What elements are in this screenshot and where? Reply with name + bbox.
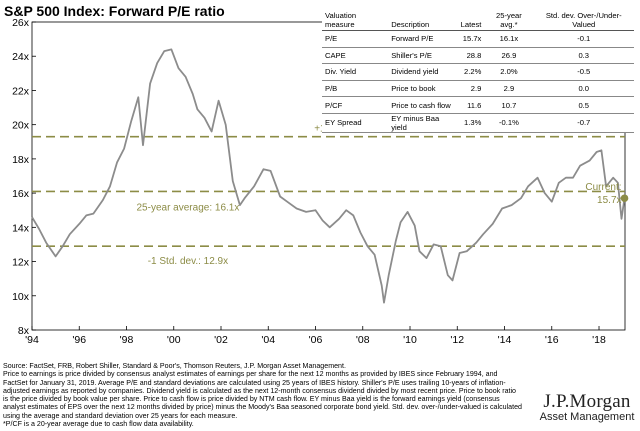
series-group [31, 48, 626, 304]
col-header: 25-year avg.* [484, 4, 534, 31]
cell: 0.3 [533, 47, 634, 65]
table-row: P/CF Price to cash flow 11.6 10.7 0.5 [322, 96, 634, 114]
cell: 2.2% [457, 63, 485, 81]
x-tick-label: '94 [25, 334, 39, 346]
jpmorgan-logo: J.P.Morgan Asset Management [535, 391, 639, 423]
table-row: EY Spread EY minus Baa yield 1.3% -0.1% … [322, 113, 634, 133]
footnote-asterisk: *P/CF is a 20-year average due to cash f… [3, 420, 194, 429]
x-tick-label: '18 [592, 334, 606, 346]
valuation-table: Valuation measure Description Latest 25-… [322, 4, 634, 133]
cell: EY Spread [322, 113, 389, 133]
cell: 11.6 [457, 96, 485, 114]
cell: -0.1 [533, 30, 634, 48]
x-axis: '94 '96 '98 '00 '02 '04 '06 '08 '10 '12 '14 '16 '18 [25, 326, 606, 346]
chart-title: S&P 500 Index: Forward P/E ratio [4, 3, 225, 19]
cell: 1.3% [457, 113, 485, 133]
x-tick-label: '06 [309, 334, 323, 346]
table-row: P/B Price to book 2.9 2.9 0.0 [322, 80, 634, 98]
cell: Div. Yield [322, 63, 389, 81]
cell: -0.5 [533, 63, 634, 81]
y-tick-label: 18x [12, 154, 30, 166]
y-tick-label: 16x [12, 188, 30, 200]
current-value-label: 15.7x [597, 195, 621, 206]
current-marker-group: Current: 15.7x [585, 182, 629, 206]
y-tick-label: 8x [18, 325, 30, 337]
cell: 2.0% [484, 63, 534, 81]
brand-name: J.P.Morgan [543, 391, 631, 412]
y-tick-label: 10x [12, 291, 30, 303]
y-tick-label: 12x [12, 257, 30, 269]
footnote: Source: FactSet, FRB, Robert Shiller, St… [3, 362, 523, 428]
x-tick-label: '04 [261, 334, 275, 346]
y-axis: 8x 10x 12x 14x 16x 18x 20x 22x 24x 26x [12, 17, 36, 337]
reference-lines: +1 Std. dev.: 19.3x25-year average: 16.1… [32, 124, 625, 267]
table-row: P/E Forward P/E 15.7x 16.1x -0.1 [322, 30, 634, 48]
cell: Shiller's P/E [388, 47, 458, 65]
cell: Forward P/E [388, 30, 458, 48]
cell: -0.1% [484, 113, 534, 133]
cell: 10.7 [484, 96, 534, 114]
cell: 28.8 [457, 47, 485, 65]
table-row: CAPE Shiller's P/E 28.8 26.9 0.3 [322, 47, 634, 65]
col-header: Latest [457, 4, 485, 31]
cell: P/E [322, 30, 389, 48]
x-tick-label: '14 [498, 334, 512, 346]
cell: P/CF [322, 96, 389, 114]
cell: Price to book [388, 80, 458, 98]
cell: P/B [322, 80, 389, 98]
col-header: Std. dev. Over-/Under-Valued [533, 4, 634, 31]
table-header-row: Valuation measure Description Latest 25-… [322, 4, 634, 31]
cell: Price to cash flow [388, 96, 458, 114]
reference-label: 25-year average: 16.1x [137, 202, 240, 213]
y-tick-label: 24x [12, 51, 30, 63]
cell: 0.0 [533, 80, 634, 98]
cell: -0.7 [533, 113, 634, 133]
y-tick-label: 14x [12, 222, 30, 234]
cell: 16.1x [484, 30, 534, 48]
cell: 2.9 [457, 80, 485, 98]
current-marker [620, 194, 629, 203]
y-tick-label: 20x [12, 120, 30, 132]
x-tick-label: '08 [356, 334, 370, 346]
series-line-forward-pe [31, 48, 626, 304]
x-tick-label: '02 [214, 334, 228, 346]
footnote-body: Price to earnings is price divided by co… [3, 370, 522, 420]
cell: EY minus Baa yield [388, 113, 458, 133]
x-tick-label: '00 [167, 334, 181, 346]
y-tick-label: 26x [12, 17, 30, 29]
cell: 26.9 [484, 47, 534, 65]
table-row: Div. Yield Dividend yield 2.2% 2.0% -0.5 [322, 63, 634, 81]
cell: Dividend yield [388, 63, 458, 81]
reference-label: -1 Std. dev.: 12.9x [148, 256, 228, 267]
cell: 15.7x [457, 30, 485, 48]
x-tick-label: '12 [450, 334, 464, 346]
cell: 0.5 [533, 96, 634, 114]
brand-sub: Asset Management [539, 411, 635, 423]
current-label: Current: [585, 182, 621, 193]
x-tick-label: '98 [120, 334, 134, 346]
x-tick-label: '16 [545, 334, 559, 346]
x-tick-label: '10 [403, 334, 417, 346]
cell: 2.9 [484, 80, 534, 98]
x-tick-label: '96 [72, 334, 86, 346]
cell: CAPE [322, 47, 389, 65]
y-tick-label: 22x [12, 85, 30, 97]
col-header: Description [388, 4, 458, 31]
footnote-source: Source: FactSet, FRB, Robert Shiller, St… [3, 362, 346, 370]
col-header: Valuation measure [322, 4, 389, 31]
